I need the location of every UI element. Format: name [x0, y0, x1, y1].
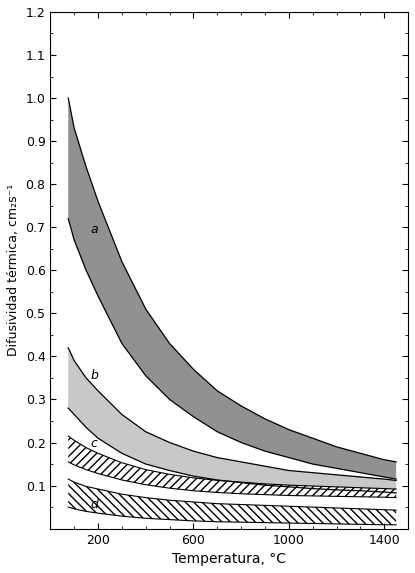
Text: b: b: [90, 369, 98, 382]
Polygon shape: [68, 479, 396, 525]
Y-axis label: Difusividad térmica, cm₂s⁻¹: Difusividad térmica, cm₂s⁻¹: [7, 184, 20, 356]
Polygon shape: [68, 348, 396, 493]
Text: c: c: [90, 437, 97, 450]
Polygon shape: [68, 98, 396, 479]
Text: a: a: [90, 223, 98, 236]
X-axis label: Temperatura, °C: Temperatura, °C: [172, 552, 286, 566]
Polygon shape: [68, 436, 396, 497]
Text: d: d: [90, 499, 98, 512]
